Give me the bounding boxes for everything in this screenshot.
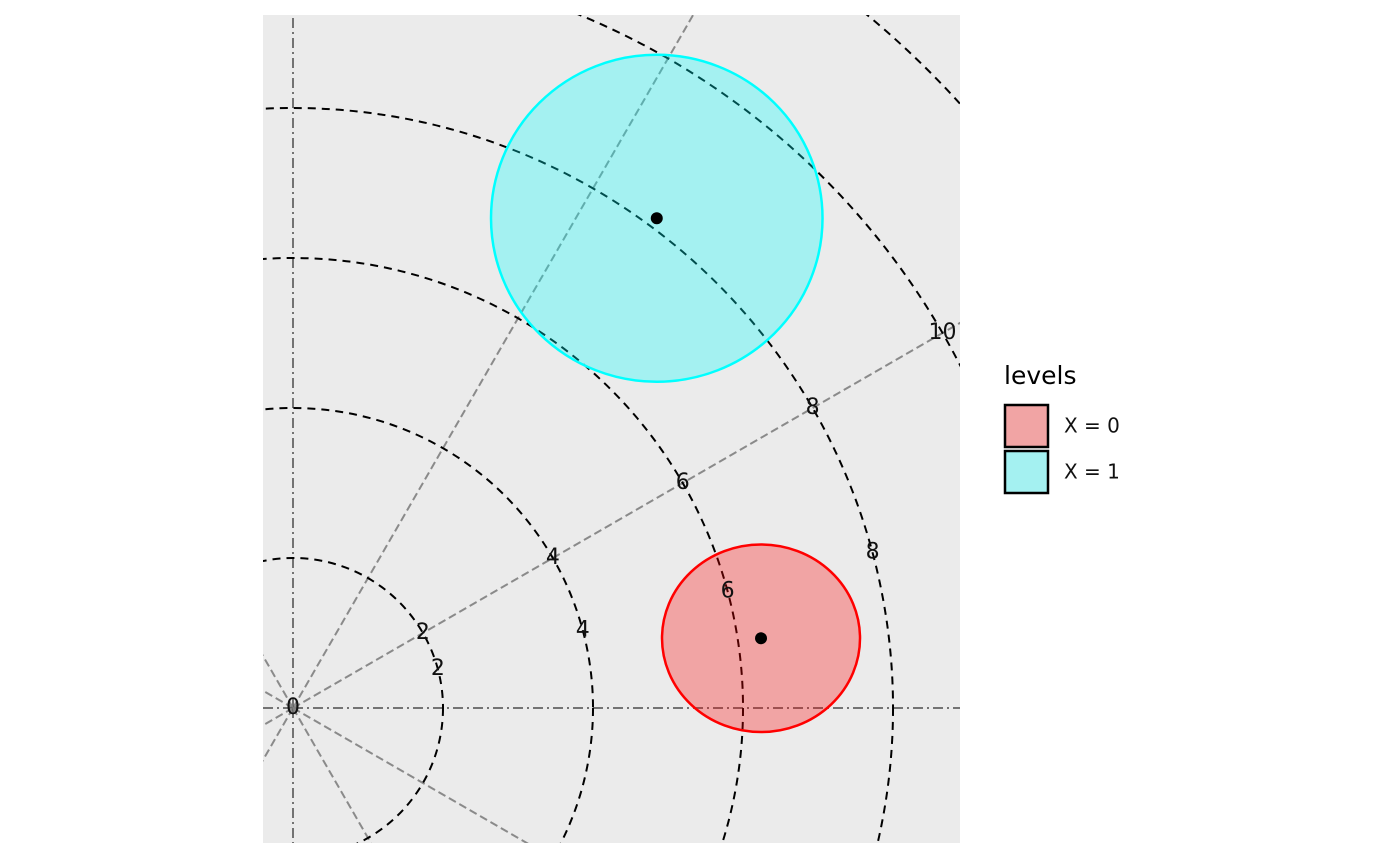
theta-grid-line bbox=[263, 707, 294, 727]
theta-grid-line bbox=[263, 707, 294, 762]
r-tick-label: 6 bbox=[721, 579, 735, 604]
panel bbox=[263, 15, 960, 843]
legend-key-bg bbox=[1005, 405, 1048, 447]
r-tick-label: 0 bbox=[286, 695, 300, 720]
center-point bbox=[650, 212, 663, 225]
legend-key bbox=[1003, 403, 1050, 449]
r-tick-label: 4 bbox=[546, 545, 560, 570]
r-tick-label: 6 bbox=[676, 470, 690, 495]
r-tick-label: 12 bbox=[1148, 462, 1176, 487]
r-tick-label: 10 bbox=[1003, 501, 1031, 526]
r-tick-label: 12 bbox=[1058, 245, 1086, 270]
center-point bbox=[755, 632, 768, 645]
legend: levels X = 0 X = 1 bbox=[1003, 361, 1120, 495]
legend-label: X = 1 bbox=[1064, 460, 1120, 484]
r-tick-label: 8 bbox=[806, 395, 820, 420]
legend-title: levels bbox=[1004, 361, 1076, 390]
legend-label: X = 0 bbox=[1064, 414, 1120, 438]
r-grid-ring bbox=[263, 107, 894, 843]
r-grid-ring bbox=[263, 557, 444, 843]
legend-key-bg bbox=[1005, 451, 1048, 493]
legend-key bbox=[1003, 449, 1050, 495]
r-tick-label: 4 bbox=[576, 617, 590, 642]
theta-grid-line bbox=[263, 654, 294, 709]
r-grid-ring bbox=[263, 257, 744, 843]
r-tick-label: 10 bbox=[929, 320, 957, 345]
theta-grid-line bbox=[263, 689, 294, 709]
r-tick-label: 2 bbox=[416, 620, 430, 645]
r-tick-label: 8 bbox=[866, 540, 880, 565]
r-tick-label: 2 bbox=[431, 656, 445, 681]
r-grid-ring bbox=[263, 407, 594, 843]
